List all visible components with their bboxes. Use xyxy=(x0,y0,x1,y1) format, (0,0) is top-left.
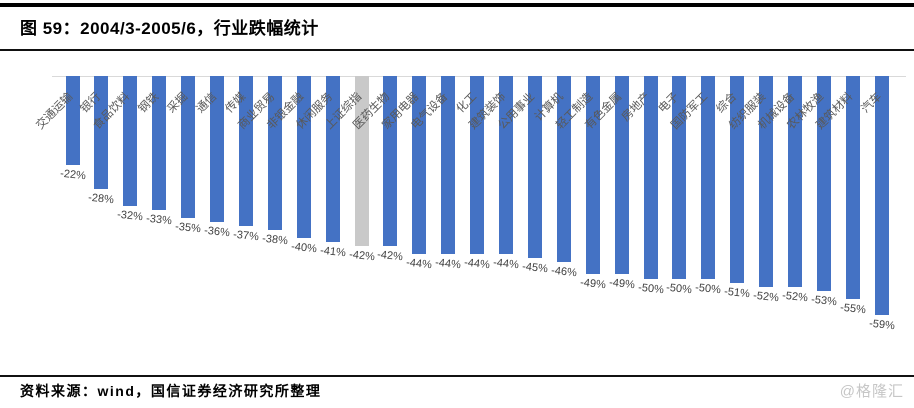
chart-bar-2 xyxy=(94,76,109,190)
chart-bar-5 xyxy=(181,76,196,218)
top-divider xyxy=(0,3,914,7)
chart-bar-4 xyxy=(152,76,167,210)
chart-bar-13 xyxy=(412,76,427,255)
chart-bar-27 xyxy=(816,76,831,291)
chart-bar-16 xyxy=(499,76,513,255)
chart-bar-1 xyxy=(65,76,80,166)
chart-bar-17 xyxy=(527,76,542,259)
chart-bar-22 xyxy=(672,76,687,279)
page-title: 图 59：2004/3-2005/6，行业跌幅统计 xyxy=(20,19,319,38)
chart-bar-14 xyxy=(441,76,456,255)
chart-bar-10 xyxy=(325,76,340,243)
chart-bar-28 xyxy=(845,76,860,299)
chart-bar-25 xyxy=(759,76,774,287)
bar-chart: -22% 交通运输 -28% 银行 -32% 食品饮料 -33% 钢铁 -35% 采掘 -36% 通信… xyxy=(34,76,906,336)
watermark: @格隆汇 xyxy=(839,383,904,400)
chart-bar-20 xyxy=(614,76,629,275)
chart-bar-18 xyxy=(556,76,571,263)
value-label-2: -28% xyxy=(87,192,115,207)
value-label-29: -59% xyxy=(868,317,896,333)
title-divider xyxy=(0,49,914,51)
chart-bar-23 xyxy=(701,76,716,279)
value-label-28: -55% xyxy=(839,301,867,317)
footer-divider xyxy=(0,375,914,377)
chart-bar-19 xyxy=(585,76,600,275)
chart-bar-26 xyxy=(788,76,802,287)
chart-bar-15 xyxy=(470,76,485,255)
source-text: 资料来源：wind，国信证券经济研究所整理 xyxy=(20,383,322,399)
chart-bar-29 xyxy=(874,76,889,315)
chart-bar-12 xyxy=(383,76,398,247)
chart-bar-6 xyxy=(210,76,224,222)
chart-bar-3 xyxy=(123,76,138,206)
chart-bar-8 xyxy=(267,76,282,230)
value-label-1: -22% xyxy=(59,167,86,183)
chart-bar-7 xyxy=(238,76,253,226)
chart-bar-11 xyxy=(354,76,369,247)
chart-bar-9 xyxy=(296,76,311,238)
chart-bar-24 xyxy=(730,76,745,283)
chart-bar-21 xyxy=(643,76,658,279)
